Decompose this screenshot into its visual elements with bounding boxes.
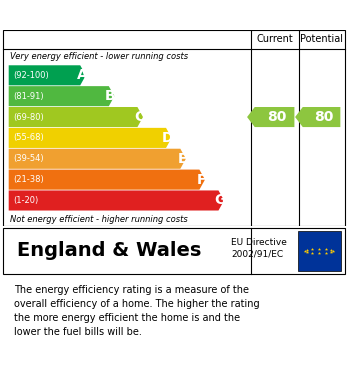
- Polygon shape: [9, 107, 143, 127]
- Text: G: G: [214, 194, 226, 208]
- Text: Energy Efficiency Rating: Energy Efficiency Rating: [14, 6, 243, 24]
- Text: 80: 80: [267, 110, 286, 124]
- Text: EU Directive
2002/91/EC: EU Directive 2002/91/EC: [231, 238, 287, 259]
- Text: (39-54): (39-54): [13, 154, 44, 163]
- Polygon shape: [9, 128, 172, 148]
- Polygon shape: [9, 149, 186, 169]
- Text: (21-38): (21-38): [13, 175, 44, 184]
- Text: (81-91): (81-91): [13, 91, 44, 100]
- Text: B: B: [105, 89, 116, 103]
- Polygon shape: [9, 65, 86, 85]
- Polygon shape: [9, 86, 114, 106]
- Text: Potential: Potential: [300, 34, 343, 44]
- Polygon shape: [247, 107, 294, 127]
- Bar: [298, 231, 341, 271]
- Text: A: A: [77, 68, 87, 83]
- Text: (92-100): (92-100): [13, 71, 49, 80]
- Text: 80: 80: [314, 110, 333, 124]
- Text: C: C: [134, 110, 144, 124]
- Text: (1-20): (1-20): [13, 196, 38, 205]
- Text: D: D: [162, 131, 173, 145]
- Text: Not energy efficient - higher running costs: Not energy efficient - higher running co…: [10, 215, 188, 224]
- Text: (55-68): (55-68): [13, 133, 44, 142]
- Text: F: F: [196, 172, 206, 187]
- Text: Very energy efficient - lower running costs: Very energy efficient - lower running co…: [10, 52, 189, 61]
- Text: England & Wales: England & Wales: [17, 242, 202, 260]
- Text: The energy efficiency rating is a measure of the
overall efficiency of a home. T: The energy efficiency rating is a measur…: [14, 285, 260, 337]
- Polygon shape: [9, 190, 224, 210]
- Text: (69-80): (69-80): [13, 113, 44, 122]
- Text: E: E: [177, 152, 187, 166]
- Text: Current: Current: [256, 34, 293, 44]
- Polygon shape: [9, 170, 205, 190]
- Polygon shape: [295, 107, 340, 127]
